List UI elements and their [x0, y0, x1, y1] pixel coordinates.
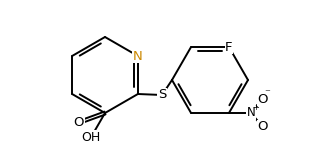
Text: N: N [133, 50, 143, 63]
Text: O: O [257, 93, 268, 106]
Text: N: N [247, 106, 255, 119]
Text: F: F [225, 41, 233, 54]
Text: +: + [252, 103, 260, 112]
Text: OH: OH [81, 131, 100, 144]
Text: ⁻: ⁻ [265, 88, 270, 98]
Text: O: O [73, 116, 84, 129]
Text: O: O [257, 120, 268, 133]
Text: S: S [158, 88, 166, 101]
